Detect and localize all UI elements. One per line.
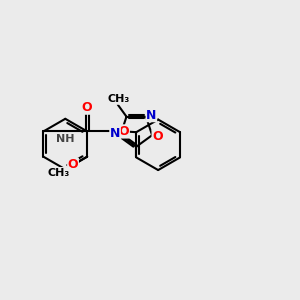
Text: N: N xyxy=(110,127,120,140)
Text: CH₃: CH₃ xyxy=(107,94,130,104)
Text: CH₃: CH₃ xyxy=(48,168,70,178)
Text: O: O xyxy=(81,101,92,114)
Text: N: N xyxy=(146,109,157,122)
Text: O: O xyxy=(118,125,129,138)
Text: O: O xyxy=(68,158,78,171)
Text: O: O xyxy=(152,130,163,143)
Text: NH: NH xyxy=(56,134,74,144)
